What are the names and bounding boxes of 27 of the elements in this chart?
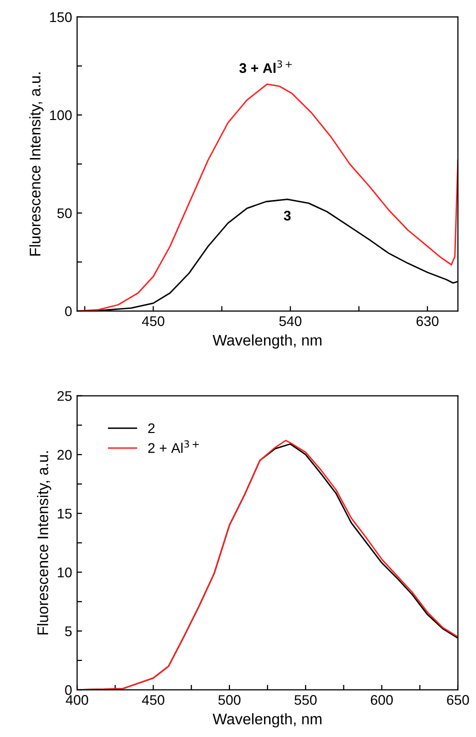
y-tick-label: 150 xyxy=(50,12,72,22)
series-label: 3 xyxy=(284,210,291,221)
y-tick-label: 15 xyxy=(58,508,72,519)
y-tick-label: 0 xyxy=(65,685,72,695)
legend-label: 2 + Al$^{3+}$ xyxy=(148,440,199,453)
y-tick-label: 25 xyxy=(58,391,72,401)
x-tick-label: 400 xyxy=(66,695,88,705)
series-label: 3 + Al$^{3+}$ xyxy=(239,60,292,74)
x-axis-title: Wavelength, nm xyxy=(212,334,322,349)
y-tick-label: 100 xyxy=(50,110,72,120)
y-tick-label: 20 xyxy=(58,450,72,460)
y-axis-title: Fluorescence Intensity, a.u. xyxy=(29,72,44,256)
x-tick-label: 650 xyxy=(447,695,469,705)
x-tick-label: 540 xyxy=(279,316,302,326)
y-tick-label: 0 xyxy=(65,306,72,316)
x-tick-label: 450 xyxy=(142,695,164,705)
x-tick-label: 450 xyxy=(142,316,164,326)
y-axis-title: Fluorescence Intensity, a.u. xyxy=(37,451,52,634)
x-axis-title: Wavelength, nm xyxy=(212,713,322,728)
y-tick-label: 5 xyxy=(65,626,72,636)
x-tick-label: 600 xyxy=(370,695,393,705)
x-tick-label: 500 xyxy=(218,695,240,705)
x-tick-label: 550 xyxy=(294,695,317,705)
legend-label: 2 xyxy=(148,423,155,434)
y-tick-label: 50 xyxy=(57,208,72,218)
y-tick-label: 10 xyxy=(58,568,72,578)
x-tick-label: 630 xyxy=(416,316,438,326)
